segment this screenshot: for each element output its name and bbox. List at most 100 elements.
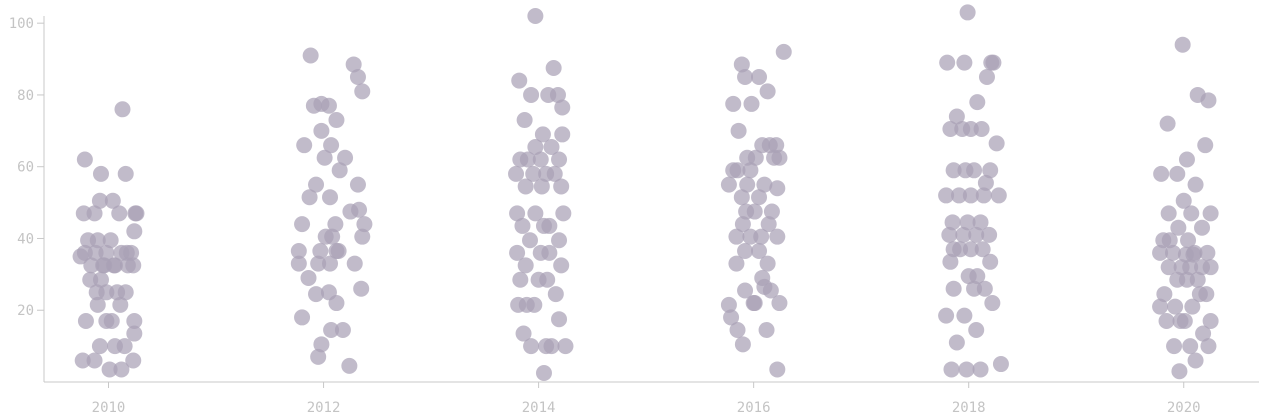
data-point	[328, 112, 345, 129]
data-point	[535, 217, 552, 234]
data-point	[756, 176, 773, 193]
data-point	[302, 47, 319, 64]
data-point	[294, 309, 311, 326]
data-point	[978, 69, 995, 85]
data-point	[323, 137, 340, 154]
data-point	[959, 4, 976, 21]
data-point	[1166, 338, 1183, 355]
data-point	[551, 232, 568, 249]
data-point	[728, 255, 745, 272]
data-point	[982, 162, 999, 179]
data-point	[82, 271, 99, 288]
data-point	[956, 307, 973, 324]
data-point	[290, 255, 307, 272]
data-point	[1171, 363, 1188, 380]
data-point	[973, 121, 990, 138]
data-point	[510, 296, 527, 313]
data-point	[89, 296, 106, 313]
data-point	[538, 338, 555, 355]
data-point	[1178, 271, 1195, 288]
data-point	[75, 205, 92, 222]
data-point	[763, 203, 780, 220]
data-point	[1159, 115, 1176, 132]
data-point	[743, 95, 760, 112]
y-tick-label: 100	[9, 16, 34, 32]
data-point	[527, 8, 544, 24]
data-point	[769, 228, 786, 245]
data-point	[1161, 232, 1178, 249]
data-point	[775, 43, 792, 60]
data-point	[516, 112, 533, 129]
data-point	[1172, 313, 1189, 329]
data-point	[296, 137, 313, 154]
data-points	[72, 4, 1219, 382]
data-point	[1191, 286, 1208, 303]
data-point	[346, 255, 363, 272]
data-point	[1158, 313, 1175, 329]
data-point	[328, 243, 345, 260]
data-point	[1174, 36, 1191, 53]
data-point	[938, 187, 955, 204]
data-point	[98, 244, 115, 261]
data-point	[525, 165, 542, 182]
data-point	[356, 216, 373, 233]
data-point	[957, 162, 974, 179]
data-point	[1197, 137, 1214, 154]
data-point	[1178, 151, 1195, 168]
data-point	[1169, 165, 1186, 182]
data-point	[948, 334, 965, 351]
data-point	[532, 151, 549, 168]
data-point	[523, 338, 540, 355]
data-point	[353, 280, 370, 297]
data-point	[322, 255, 339, 272]
data-point	[92, 165, 109, 182]
data-point	[956, 54, 973, 71]
data-point	[126, 313, 143, 329]
y-tick-label: 40	[17, 231, 34, 247]
data-point	[972, 361, 989, 378]
data-point	[723, 309, 740, 326]
data-point	[734, 336, 751, 353]
data-point	[951, 187, 968, 204]
data-point	[737, 243, 754, 260]
data-point	[533, 178, 550, 195]
data-point	[522, 232, 538, 249]
data-point	[116, 338, 133, 355]
data-point	[747, 149, 764, 166]
data-point	[290, 243, 307, 260]
y-tick-label: 20	[17, 303, 34, 319]
data-point	[349, 176, 366, 193]
y-tick-label: 80	[17, 88, 34, 104]
x-tick-label: 2018	[952, 400, 986, 416]
data-point	[354, 228, 371, 245]
data-point	[113, 361, 130, 378]
x-axis-ticks: 2010 2012 2014 2016 2018 2020	[92, 382, 1201, 416]
data-point	[515, 325, 532, 342]
data-point	[983, 54, 1000, 71]
data-point	[312, 243, 329, 260]
x-tick-label: 2010	[92, 400, 126, 416]
data-point	[316, 149, 333, 166]
data-point	[952, 241, 969, 258]
data-point	[541, 244, 558, 261]
data-point	[943, 361, 960, 378]
data-point	[945, 280, 962, 297]
data-point	[553, 257, 570, 274]
data-point	[549, 86, 566, 103]
data-point	[128, 205, 145, 222]
data-point	[760, 216, 777, 233]
data-point	[758, 321, 775, 338]
data-point	[1170, 219, 1187, 236]
x-tick-label: 2016	[737, 400, 771, 416]
data-point	[988, 135, 1005, 152]
data-point	[517, 178, 534, 195]
data-point	[769, 361, 786, 378]
data-point	[1184, 298, 1201, 315]
data-point	[945, 162, 962, 179]
data-point	[1187, 352, 1204, 369]
data-point	[300, 269, 317, 286]
data-point	[543, 138, 560, 155]
data-point	[91, 192, 108, 209]
data-point	[89, 232, 106, 249]
